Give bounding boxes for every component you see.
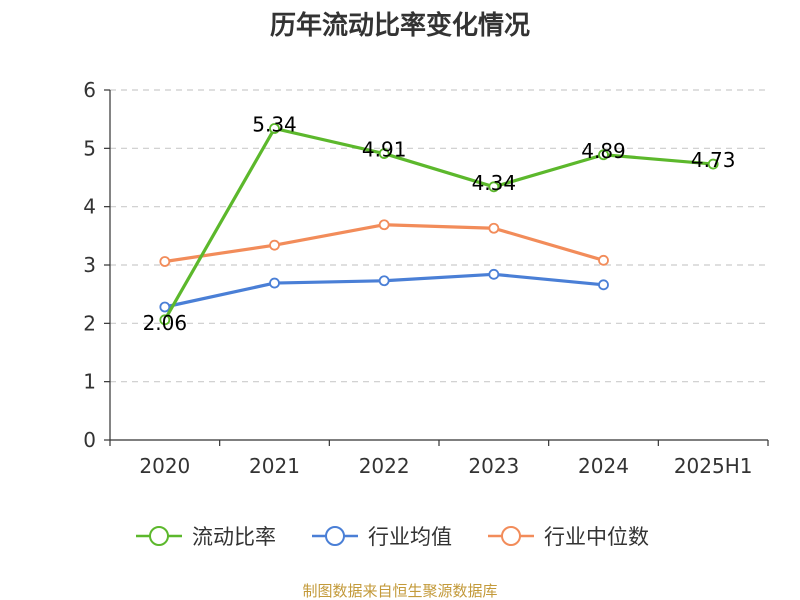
data-label: 4.34 <box>472 171 517 195</box>
data-label: 2.06 <box>143 311 188 335</box>
data-point <box>378 275 390 287</box>
data-point <box>378 219 390 231</box>
x-tick-label: 2025H1 <box>674 454 753 478</box>
x-tick-label: 2024 <box>578 454 629 478</box>
data-label: 4.73 <box>691 148 736 172</box>
data-point <box>488 268 500 280</box>
data-point <box>159 256 171 267</box>
data-point <box>488 222 500 234</box>
data-point <box>488 181 500 193</box>
x-tick-label: 2023 <box>468 454 519 478</box>
data-point <box>378 148 390 159</box>
data-label: 4.89 <box>581 139 626 163</box>
legend: 流动比率 行业均值 行业中位数 <box>136 525 649 549</box>
x-tick-label: 2020 <box>139 454 190 478</box>
series-group <box>159 123 719 326</box>
legend-label: 行业中位数 <box>544 525 649 549</box>
data-label: 4.91 <box>362 138 407 162</box>
chart-title: 历年流动比率变化情况 <box>270 10 530 41</box>
data-point <box>159 301 171 313</box>
y-tick-label: 0 <box>83 428 96 452</box>
y-tick-label: 6 <box>83 78 96 102</box>
y-tick-label: 4 <box>83 195 96 219</box>
legend-marker <box>149 526 169 546</box>
y-tick-label: 1 <box>83 370 96 394</box>
series-line-2 <box>164 223 604 264</box>
x-tick-label: 2021 <box>249 454 300 478</box>
y-tick-label: 3 <box>83 253 96 277</box>
data-point <box>269 123 280 134</box>
source-note: 制图数据来自恒生聚源数据库 <box>302 582 497 600</box>
data-point <box>598 149 609 161</box>
data-point <box>598 279 609 291</box>
data-point <box>159 314 171 326</box>
legend-marker <box>325 526 345 546</box>
x-tick-label: 2022 <box>359 454 410 478</box>
grid-lines <box>110 89 768 383</box>
data-point <box>598 254 609 266</box>
data-point <box>269 239 280 251</box>
y-tick-label: 2 <box>83 311 96 335</box>
legend-label: 行业均值 <box>368 525 452 549</box>
legend-marker <box>501 526 521 546</box>
axes: 0 1 2 3 4 5 6 2020 2021 2022 2023 2024 2025H1 <box>83 78 769 478</box>
data-labels: 2.06 5.34 4.91 4.34 4.89 4.73 <box>143 113 736 335</box>
y-tick-label: 5 <box>83 136 96 160</box>
data-label: 5.34 <box>252 113 297 137</box>
data-point <box>707 158 719 170</box>
data-point <box>269 277 280 289</box>
series-line-0 <box>163 126 714 321</box>
legend-label: 流动比率 <box>192 525 276 549</box>
